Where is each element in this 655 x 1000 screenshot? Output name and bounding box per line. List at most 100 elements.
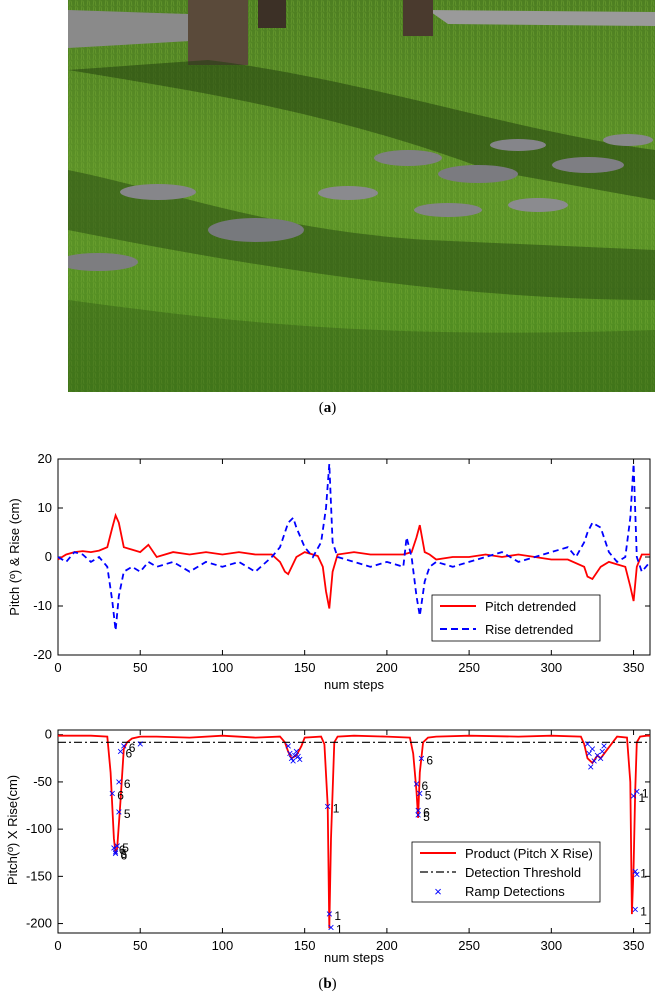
road [68,10,208,48]
chart2-detection-marker: × [293,745,300,759]
chart1-legend: Pitch detrended Rise detrended [431,594,601,642]
tree-trunk [188,0,248,65]
chart2-y-tick-label: 0 [45,727,52,742]
chart2-detection-marker: × [112,847,119,861]
chart2-detection-marker: × [285,739,292,753]
caption-a-letter: a [323,400,332,416]
lawn-photo-drawing [68,0,655,392]
chart1-y-tick-label: 10 [38,500,52,515]
chart2-y-tick-label: -50 [33,774,52,789]
chart2-detection-label: 6 [117,788,124,802]
chart2-detection-label: 6 [129,741,136,755]
chart1-series-pitch-detrended [57,512,650,609]
chart2-detection-label: 5 [121,847,128,861]
chart2-detection-label: 1 [336,922,343,936]
chart2-detection-marker: × [416,786,423,800]
chart2-detection-marker: × [589,742,596,756]
chart2-detection-label: 1 [639,791,646,805]
chart2-detection-marker: × [288,751,295,765]
chart1-x-tick-label: 250 [458,660,480,675]
legend-rise-label: Rise detrended [485,622,573,637]
chart2-x-tick-label: 250 [458,938,480,953]
chart1-x-axis-label: num steps [324,677,384,692]
chart1-x-tick-label: 50 [133,660,147,675]
chart1-x-tick-label: 150 [294,660,316,675]
legend-product-label: Product (Pitch X Rise) [465,846,593,861]
chart2-detection-marker: × [115,775,122,789]
chart1-x-tick-label: 300 [540,660,562,675]
chart1-x-tick-label: 0 [54,660,61,675]
chart2-detection-label: 5 [124,807,131,821]
chart2-y-tick-label: -200 [26,916,52,931]
chart2-detection-marker: × [600,739,607,753]
chart2-legend: Product (Pitch X Rise) Detection Thresho… [411,841,601,903]
stepping-stone [68,253,138,271]
chart2-plot-area [57,729,651,934]
chart2-detection-marker: × [632,865,639,879]
chart2-detection-marker: × [594,748,601,762]
chart2-detection-marker: × [296,752,303,766]
chart2-detection-label: 1 [642,786,649,800]
chart2-detection-label: 5 [423,810,430,824]
chart2-x-tick-label: 350 [623,938,645,953]
chart2-y-axis-label: Pitch(º) X Rise(cm) [5,775,20,885]
chart2-detection-marker: × [591,754,598,768]
chart1-y-tick-label: 20 [38,451,52,466]
chart2-detection-marker: × [112,845,119,859]
chart2-detection-label: 1 [334,909,341,923]
chart2-detection-marker: × [586,747,593,761]
chart2-detection-marker: × [290,754,297,768]
chart2-x-tick-label: 200 [376,938,398,953]
chart1-y-axis-label: Pitch (º) & Rise (cm) [7,498,22,615]
chart2-detection-label: 6 [124,777,131,791]
chart1-y-tick-label: -10 [33,598,52,613]
chart2-detection-marker: × [295,749,302,763]
chart2-detection-marker: × [114,839,121,853]
chart2-x-tick-label: 50 [133,938,147,953]
lawn-photo [68,0,655,392]
chart2-detection-marker: × [597,751,604,765]
caption-a: (a) [318,400,337,416]
chart2-detection-marker: × [324,799,331,813]
chart2-detection-marker: × [120,739,127,753]
chart2-x-tick-label: 0 [54,938,61,953]
chart2-detection-label: 5 [425,788,432,802]
chart1-x-tick-label: 200 [376,660,398,675]
chart2-detection-label: 6 [125,747,132,761]
legend-threshold-label: Detection Threshold [465,865,581,880]
chart2-detection-label: 6 [423,805,430,819]
chart2-detection-marker: × [599,745,606,759]
chart2-detection-marker: × [326,907,333,921]
legend-pitch-label: Pitch detrended [485,599,576,614]
chart2-detection-label: 5 [122,841,129,855]
chart2-detection-label: 6 [119,843,126,857]
chart1-x-tick-label: 350 [623,660,645,675]
chart2-detection-marker: × [630,789,637,803]
chart2-detection-label: 6 [426,753,433,767]
chart1-y-tick-label: -20 [33,647,52,662]
chart2-y-tick-label: -150 [26,868,52,883]
chart2-detection-marker: × [115,805,122,819]
chart2-x-tick-label: 150 [294,938,316,953]
chart2-detection-marker: × [415,803,422,817]
chart2-detection-label: 1 [333,801,340,815]
chart2-x-tick-label: 300 [540,938,562,953]
legend-detections-marker: × [434,884,442,899]
chart2-detection-marker: × [587,760,594,774]
chart2-detection-label: 6 [121,849,128,863]
chart2-detection-marker: × [632,902,639,916]
caption-b: (b) [318,976,337,992]
chart2-x-axis-label: num steps [324,950,384,965]
chart1-series-rise-detrended [57,463,651,631]
chart2-detection-marker: × [137,737,144,751]
chart2-detection-label: 1 [640,904,647,918]
chart1-x-tick-label: 100 [212,660,234,675]
legend-detections-label: Ramp Detections [465,884,565,899]
chart2-detection-marker: × [633,867,640,881]
tree-shadow [68,60,655,200]
chart2-detection-marker: × [415,808,422,822]
chart2-detection-label: 1 [640,867,647,881]
chart2-x-tick-label: 100 [212,938,234,953]
chart1-y-tick-label: 0 [45,549,52,564]
